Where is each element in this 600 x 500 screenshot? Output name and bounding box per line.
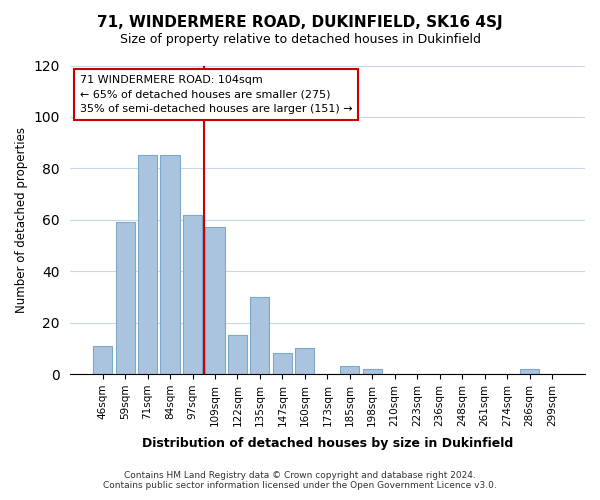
Bar bbox=[160, 156, 179, 374]
Bar bbox=[205, 228, 224, 374]
Text: Contains HM Land Registry data © Crown copyright and database right 2024.
Contai: Contains HM Land Registry data © Crown c… bbox=[103, 470, 497, 490]
Bar bbox=[250, 297, 269, 374]
Bar bbox=[138, 156, 157, 374]
Bar bbox=[93, 346, 112, 374]
Bar bbox=[295, 348, 314, 374]
Bar bbox=[183, 214, 202, 374]
X-axis label: Distribution of detached houses by size in Dukinfield: Distribution of detached houses by size … bbox=[142, 437, 513, 450]
Text: 71, WINDERMERE ROAD, DUKINFIELD, SK16 4SJ: 71, WINDERMERE ROAD, DUKINFIELD, SK16 4S… bbox=[97, 15, 503, 30]
Bar bbox=[228, 336, 247, 374]
Bar bbox=[520, 369, 539, 374]
Bar bbox=[340, 366, 359, 374]
Text: 71 WINDERMERE ROAD: 104sqm
← 65% of detached houses are smaller (275)
35% of sem: 71 WINDERMERE ROAD: 104sqm ← 65% of deta… bbox=[80, 75, 353, 114]
Text: Size of property relative to detached houses in Dukinfield: Size of property relative to detached ho… bbox=[119, 32, 481, 46]
Bar bbox=[363, 369, 382, 374]
Bar bbox=[273, 354, 292, 374]
Y-axis label: Number of detached properties: Number of detached properties bbox=[15, 127, 28, 313]
Bar bbox=[116, 222, 134, 374]
